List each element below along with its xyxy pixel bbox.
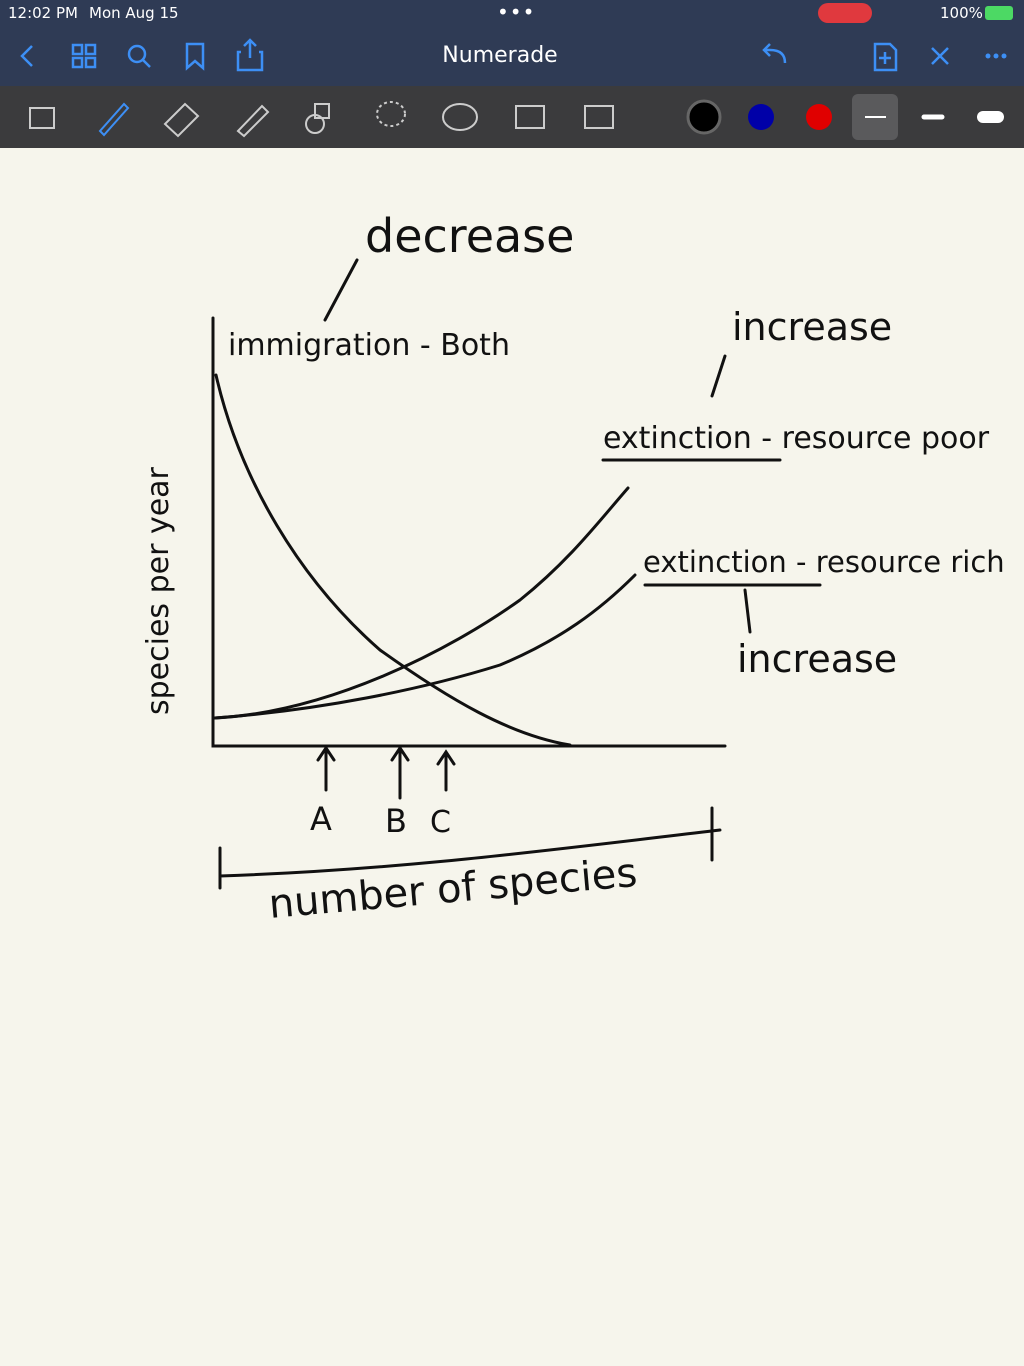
add-page-button[interactable]: [873, 42, 898, 72]
pointer-lines: [323, 258, 752, 634]
search-button[interactable]: [127, 44, 147, 64]
color-red[interactable]: [806, 104, 832, 130]
y-axis-label: species per year: [141, 466, 176, 715]
text-tool[interactable]: [584, 105, 614, 129]
tool-icons: [29, 94, 1004, 140]
extinction-rich-note: increase: [737, 637, 897, 681]
sticker-tool[interactable]: [442, 103, 478, 131]
battery: 100%: [940, 4, 983, 22]
status-bar: 12:02 PM Mon Aug 15 ••• 100%: [0, 0, 1024, 28]
multitask-dots[interactable]: •••: [497, 0, 536, 24]
page-tool[interactable]: [29, 107, 55, 129]
battery-icon: [985, 6, 1013, 20]
time: 12:02 PM: [8, 4, 78, 22]
immigration-note: decrease: [365, 209, 574, 263]
eraser-tool[interactable]: [163, 102, 200, 138]
x-axis-bracket: [218, 806, 722, 890]
pen-tool[interactable]: [98, 102, 130, 137]
highlighter-tool[interactable]: [236, 104, 270, 138]
extinction-rich-label: extinction - resource rich: [643, 545, 1005, 579]
arrows: [316, 745, 456, 800]
back-button[interactable]: [20, 45, 33, 67]
toolbar: [0, 86, 1024, 148]
grid-button[interactable]: [71, 43, 84, 56]
nav-bar: Numerade: [0, 28, 1024, 86]
recording-indicator: [818, 3, 872, 23]
color-blue[interactable]: [748, 104, 774, 130]
document-title[interactable]: Numerade: [442, 43, 557, 68]
close-button[interactable]: [931, 47, 949, 65]
axes: [211, 316, 727, 748]
nav-icons: Numerade: [20, 38, 1007, 72]
immigration-curve: [214, 373, 572, 747]
image-tool[interactable]: [515, 105, 545, 129]
color-black[interactable]: [686, 99, 722, 135]
date: Mon Aug 15: [89, 4, 179, 22]
point-a: A: [310, 800, 332, 838]
share-button[interactable]: [236, 38, 264, 72]
lasso-tool[interactable]: [376, 101, 406, 127]
undo-button[interactable]: [762, 43, 787, 64]
note-canvas: decrease immigration - Both increase ext…: [141, 209, 1005, 928]
extinction-rich-curve: [213, 573, 637, 720]
extinction-poor-note: increase: [732, 305, 892, 349]
extinction-poor-label: extinction - resource poor: [603, 421, 990, 456]
immigration-label: immigration - Both: [228, 328, 510, 363]
point-b: B: [385, 802, 407, 840]
bookmark-button[interactable]: [185, 42, 205, 71]
underlines: [601, 458, 822, 587]
extinction-poor-curve: [213, 486, 630, 720]
point-c: C: [430, 805, 451, 840]
